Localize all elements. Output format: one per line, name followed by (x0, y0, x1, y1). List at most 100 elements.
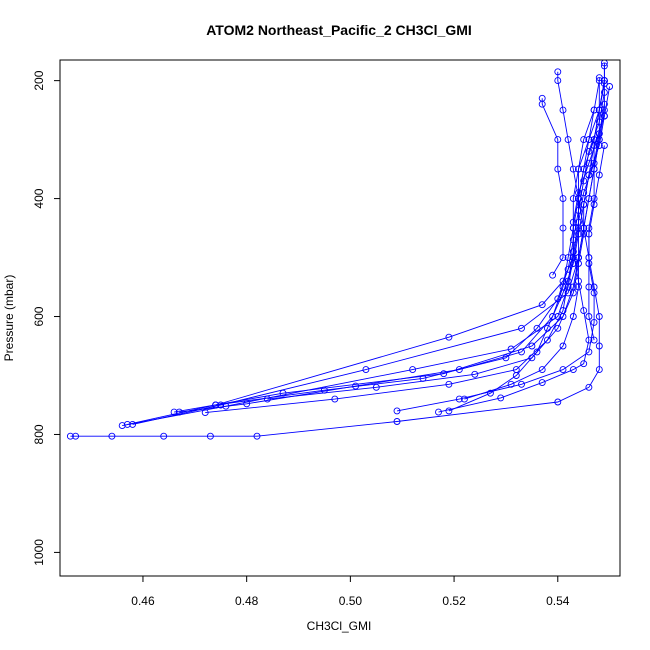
data-point (590, 318, 598, 326)
data-point (590, 289, 598, 297)
data-point (575, 195, 582, 203)
data-point (590, 106, 598, 114)
data-point (569, 248, 577, 256)
data-point (585, 147, 593, 155)
data-point (606, 83, 614, 90)
data-point (507, 380, 515, 388)
data-point (595, 313, 603, 320)
data-point (564, 136, 572, 144)
data-point (590, 336, 598, 344)
data-point (538, 366, 546, 374)
x-axis: 0.46 0.48 0.50 0.52 0.54 (131, 576, 570, 608)
data-point (455, 395, 463, 403)
data-point (569, 366, 577, 374)
data-point (72, 432, 80, 440)
chart-title: ATOM2 Northeast_Pacific_2 CH3Cl_GMI (206, 22, 472, 38)
data-point (575, 254, 582, 262)
profile-series (554, 68, 598, 344)
profile-series (201, 100, 608, 417)
data-point (502, 354, 510, 362)
data-point (435, 408, 442, 416)
data-point (575, 165, 582, 173)
data-point (585, 254, 593, 262)
data-point (600, 62, 608, 70)
data-point (528, 342, 536, 350)
profile-series (212, 88, 608, 409)
x-tick-label: 0.54 (546, 594, 570, 608)
data-point (393, 418, 401, 425)
y-tick-label: 600 (32, 306, 46, 326)
data-point (585, 230, 593, 238)
data-point (393, 407, 401, 415)
data-point (559, 224, 567, 232)
profile-line (215, 92, 605, 406)
profile-series (393, 142, 608, 415)
data-point (585, 313, 593, 320)
data-point (362, 366, 370, 374)
data-point (212, 401, 220, 409)
data-point (595, 130, 603, 138)
data-point (528, 354, 536, 362)
data-point (569, 195, 577, 203)
data-point (585, 336, 593, 344)
data-point (206, 432, 214, 440)
data-point (600, 80, 608, 88)
data-point (559, 106, 567, 114)
profile-line (541, 98, 564, 276)
data-point (170, 408, 178, 416)
data-point (590, 201, 598, 208)
data-point (559, 366, 567, 374)
data-point (445, 333, 453, 341)
data-point (600, 100, 608, 108)
data-point (518, 348, 525, 356)
data-point (486, 389, 494, 397)
profile-line (70, 62, 605, 437)
data-point (507, 345, 515, 353)
data-point (108, 432, 116, 440)
data-point (595, 77, 603, 85)
y-tick-label: 1000 (32, 539, 46, 566)
data-point (460, 395, 468, 403)
data-point (331, 395, 339, 403)
profile-line (205, 104, 605, 414)
data-point (575, 283, 582, 291)
x-tick-label: 0.46 (131, 594, 155, 608)
data-point (538, 379, 546, 387)
data-point (372, 383, 380, 391)
data-point (445, 407, 453, 415)
data-point (445, 380, 453, 388)
data-point (543, 324, 551, 332)
data-point (554, 136, 562, 144)
x-tick-label: 0.52 (442, 594, 466, 608)
profile-series (263, 112, 608, 403)
data-point (595, 366, 603, 374)
data-point (575, 230, 582, 238)
data-point (554, 68, 562, 76)
data-point (554, 165, 562, 173)
data-point (585, 195, 593, 203)
data-point (595, 171, 603, 179)
profile-series (445, 83, 614, 415)
x-tick-label: 0.50 (339, 594, 363, 608)
profile-line (464, 109, 595, 400)
data-point (585, 171, 593, 179)
series-layer (66, 59, 614, 440)
profile-series (123, 77, 608, 428)
profile-line (448, 86, 611, 412)
data-point (564, 254, 572, 262)
profile-line (179, 80, 600, 413)
data-point (600, 142, 608, 149)
data-point (569, 313, 577, 320)
y-axis-label: Pressure (mbar) (2, 275, 16, 362)
profile-line (267, 115, 605, 400)
x-axis-label: CH3Cl_GMI (307, 619, 372, 633)
data-point (533, 324, 541, 332)
data-point (580, 307, 588, 315)
profile-line (174, 77, 600, 413)
data-point (118, 422, 126, 430)
profile-series (538, 94, 567, 279)
data-point (253, 432, 261, 440)
data-point (580, 136, 588, 144)
profile-line (557, 71, 595, 341)
